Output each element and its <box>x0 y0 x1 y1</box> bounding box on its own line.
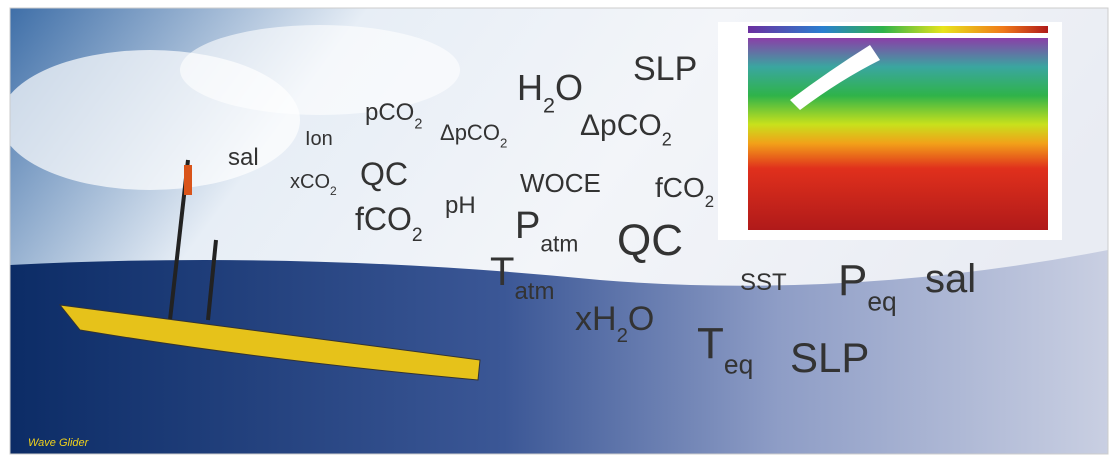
subscript: eq <box>724 349 753 379</box>
subscript: 2 <box>330 184 337 198</box>
colorbar <box>748 26 1048 33</box>
word-part: ΔpCO <box>440 120 500 145</box>
word: QC <box>360 156 408 192</box>
beacon <box>184 165 192 195</box>
word: pCO2 <box>365 99 422 132</box>
subscript: 2 <box>705 192 714 211</box>
caption: Wave Glider <box>28 437 90 449</box>
subscript: atm <box>514 278 554 305</box>
word-part: ΔpCO <box>580 109 662 142</box>
word-part: xCO <box>290 171 330 193</box>
word-part: Ion <box>305 128 333 150</box>
word: sal <box>925 257 976 301</box>
word: xH2O <box>575 300 654 347</box>
word-part: T <box>490 250 514 294</box>
word-part: O <box>628 300 654 338</box>
word-part: T <box>697 319 724 368</box>
word-part: sal <box>228 144 259 171</box>
border <box>9 7 1109 455</box>
word-part: O <box>555 67 583 108</box>
word-part: QC <box>617 216 683 265</box>
word-part: P <box>838 256 867 305</box>
word: H2O <box>517 67 583 118</box>
subscript: 2 <box>500 136 507 151</box>
word: fCO2 <box>355 201 423 246</box>
subscript: eq <box>867 286 896 316</box>
word: SST <box>740 269 787 296</box>
subscript: 2 <box>617 325 628 347</box>
word-part: WOCE <box>520 168 601 198</box>
word: ΔpCO2 <box>580 109 672 150</box>
word-part: fCO <box>655 172 705 203</box>
word: fCO2 <box>655 172 714 211</box>
heatmap <box>748 38 1048 230</box>
word: SLP <box>633 50 697 88</box>
word-part: SLP <box>633 50 697 88</box>
word-part: xH <box>575 300 617 338</box>
antenna <box>206 239 218 321</box>
cloud <box>180 25 460 115</box>
subscript: atm <box>540 230 578 256</box>
subscript: 2 <box>412 225 423 246</box>
word-part: QC <box>360 156 408 192</box>
subscript: 2 <box>662 130 672 150</box>
land <box>790 45 880 110</box>
word: xCO2 <box>290 171 337 198</box>
word-part: fCO <box>355 201 412 237</box>
word: Ion <box>305 128 333 150</box>
word: Tatm <box>490 250 554 305</box>
word-part: sal <box>925 257 976 301</box>
sea <box>10 250 1108 454</box>
glider-hull <box>58 304 481 381</box>
word-part: P <box>515 205 540 247</box>
word: Patm <box>515 205 578 256</box>
subscript: 2 <box>543 93 555 118</box>
word-part: pH <box>445 192 476 219</box>
word-part: SLP <box>790 334 869 381</box>
word: Peq <box>838 256 897 316</box>
word: ΔpCO2 <box>440 120 507 151</box>
word-part: SST <box>740 269 787 296</box>
subscript: 2 <box>414 116 422 132</box>
word: sal <box>228 144 259 171</box>
word: pH <box>445 192 476 219</box>
word: QC <box>617 216 683 265</box>
word-part: H <box>517 67 543 108</box>
word: WOCE <box>520 168 601 198</box>
word-part: pCO <box>365 99 414 126</box>
word: SLP <box>790 334 869 381</box>
word: Teq <box>697 319 753 379</box>
